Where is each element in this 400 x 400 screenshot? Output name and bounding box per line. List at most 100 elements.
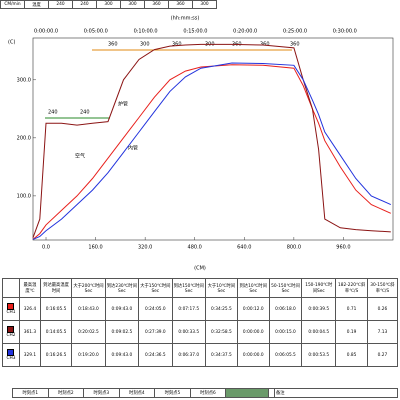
result-cell: 0.26 (366, 297, 399, 321)
time-tick-label: 0:25:00.0 (283, 29, 307, 35)
settings-strip: CM/min 温度 240 240 300 300 360 360 300 (0, 0, 217, 9)
result-cell: 0.71 (335, 297, 368, 321)
result-cell: 0:16:05.5 (39, 297, 73, 321)
x-tick-label: 640.0 (237, 245, 251, 251)
time-tick-label: 0:00:00.0 (34, 29, 58, 35)
result-cell: 0:06:05.5 (268, 343, 303, 367)
time-tick-label: 0:20:00.0 (233, 29, 257, 35)
channel-name: CH1 (6, 310, 16, 315)
result-cell: 0:00:53.5 (301, 343, 337, 367)
result-cell: 0:32:58.5 (204, 320, 238, 344)
header-cell: 50-150℃时间Sec (268, 278, 303, 298)
result-cell: 0:00:00.0 (236, 343, 270, 367)
zone-setting: 300 (192, 0, 217, 9)
result-cell: 0:14:05.5 (39, 320, 73, 344)
result-cell: 0:09:02.5 (104, 320, 140, 344)
footer-cell: 时刻点1 (12, 388, 49, 398)
y-axis-label: (C) (8, 40, 15, 46)
result-cell: 0:20:02.5 (71, 320, 106, 344)
zone-label: 240 (48, 110, 58, 116)
x-tick-label: 960.0 (336, 245, 350, 251)
header-cell (1, 278, 21, 298)
time-tick-label: 0:10:00.0 (134, 29, 158, 35)
result-cell: 0:24:36.5 (138, 343, 173, 367)
annotation: 内管 (128, 145, 138, 152)
zone-label: 360 (290, 42, 300, 48)
result-cell: 0:09:43.0 (104, 343, 140, 367)
series-line (32, 43, 391, 238)
result-cell: 0:00:12.0 (236, 297, 270, 321)
header-cell: 到达最高温度时间 (39, 278, 73, 298)
zone-label: 240 (80, 110, 90, 116)
channel-cell: CH1 (1, 297, 21, 321)
series-line (32, 62, 392, 240)
result-cell: 326.4 (19, 297, 41, 321)
channel-cell: CH2 (1, 320, 21, 344)
results-table: 最高温度℃ 到达最高温度时间 大于200℃时间Sec 到达230℃时间Sec 大于150… (1, 278, 399, 367)
x-tick-label: 0.0 (42, 245, 50, 251)
footer-cell: 时刻点5 (154, 388, 191, 398)
channel-name: CH3 (6, 356, 16, 361)
result-cell: 0:24:05.0 (138, 297, 173, 321)
footer-note: 备注 (274, 388, 398, 398)
channel-swatch (6, 303, 14, 310)
result-cell: 0:34:25.5 (204, 297, 238, 321)
time-tick-label: 0:05:00.0 (84, 29, 108, 35)
result-cell: 0.19 (335, 320, 368, 344)
footer-image (225, 388, 270, 398)
result-cell: 0:00:39.5 (301, 297, 337, 321)
series-line (32, 64, 392, 240)
header-cell: 最高温度℃ (19, 278, 41, 298)
zone-label: 360 (108, 42, 118, 48)
annotation: 炉管 (118, 101, 128, 108)
zone-label: 360 (260, 42, 270, 48)
result-cell: 0:19:20.0 (71, 343, 106, 367)
zone-label: 300 (140, 42, 150, 48)
header-cell: 到达150℃时间Sec (171, 278, 206, 298)
result-cell: 0:00:33.5 (171, 320, 206, 344)
header-cell: 182-220℃斜率℃/S (335, 278, 368, 298)
result-cell: 7.13 (366, 320, 399, 344)
result-cell: 0.27 (366, 343, 399, 367)
x-tick-label: 800.0 (287, 245, 301, 251)
channel-name: CH2 (6, 333, 16, 338)
annotation: 空气 (75, 153, 85, 160)
header-cell: 大于200℃时间Sec (71, 278, 106, 298)
time-tick-label: 0:15:00.0 (183, 29, 207, 35)
result-cell: 0:00:04.5 (301, 320, 337, 344)
channel-swatch (6, 326, 14, 333)
x-tick-label: 160.0 (88, 245, 102, 251)
zone-label: 360 (172, 42, 182, 48)
result-cell: 0.85 (335, 343, 368, 367)
result-cell: 329.1 (19, 343, 41, 367)
y-tick-label: 300.0 (17, 77, 31, 83)
result-cell: 361.3 (19, 320, 41, 344)
header-cell: 到达10℃时间Sec (236, 278, 270, 298)
y-tick-label: 100.0 (17, 193, 31, 199)
x-tick-label: 480.0 (188, 245, 202, 251)
footer-cell: 时刻点6 (189, 388, 227, 398)
time-tick-label: 0:30:00.0 (333, 29, 357, 35)
header-cell: 到达230℃时间Sec (104, 278, 140, 298)
channel-cell: CH3 (1, 343, 21, 367)
result-cell: 0:34:37.5 (204, 343, 238, 367)
x-tick-label: 320.0 (138, 245, 152, 251)
result-cell: 0:07:17.5 (171, 297, 206, 321)
result-cell: 0:06:18.0 (268, 297, 303, 321)
time-axis-label: (hh:mm:ss) (171, 16, 200, 22)
header-cell: 30-150℃斜率℃/S (366, 278, 399, 298)
plot-frame (32, 37, 394, 241)
result-cell: 0:09:43.0 (104, 297, 140, 321)
y-tick-label: 200.0 (17, 135, 31, 141)
chart: (hh:mm:ss) (C) (CM) 空气 炉管 内管 0:00:00.0 0:… (8, 16, 394, 272)
footer-cell: 时刻点2 (47, 388, 85, 398)
result-cell: 0:06:37.0 (171, 343, 206, 367)
footer-cell: 时刻点4 (118, 388, 156, 398)
header-cell: 大于150℃时间Sec (138, 278, 173, 298)
footer-strip: 时刻点1 时刻点2 时刻点3 时刻点4 时刻点5 时刻点6 备注 (12, 388, 398, 398)
result-cell: 0:00:15.0 (268, 320, 303, 344)
result-cell: 0:27:39.0 (138, 320, 173, 344)
header-cell: 大于10℃时间Sec (204, 278, 238, 298)
result-cell: 0:00:00.0 (236, 320, 270, 344)
